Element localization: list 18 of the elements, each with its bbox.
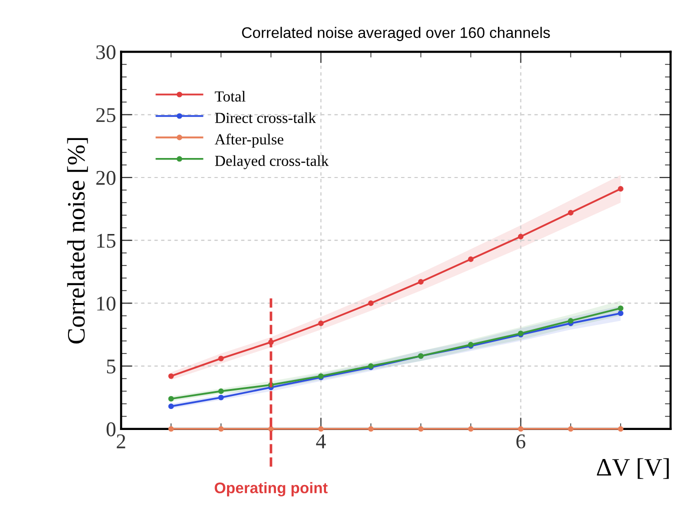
y-tick-label: 30 bbox=[96, 45, 116, 60]
x-tick-label: 2 bbox=[116, 434, 126, 448]
x-tick-label: 4 bbox=[316, 434, 326, 448]
y-tick-label: 10 bbox=[97, 296, 116, 311]
ref-line-label: Operating point bbox=[214, 482, 328, 496]
legend-label: Delayed cross-talk bbox=[215, 155, 329, 170]
y-tick-label: 0 bbox=[106, 422, 116, 436]
legend-label: Direct cross-talk bbox=[215, 112, 316, 124]
y-axis-title: Correlated noise [%] bbox=[67, 138, 88, 344]
chart-title: Correlated noise averaged over 160 channels bbox=[242, 26, 550, 42]
y-tick-label: 25 bbox=[96, 108, 116, 122]
x-axis-title: ΔV [V] bbox=[596, 458, 669, 479]
y-tick-label: 5 bbox=[107, 360, 116, 374]
legend-label: After-pulse bbox=[214, 134, 284, 148]
y-tick-label: 15 bbox=[97, 234, 116, 248]
y-tick-label: 20 bbox=[96, 170, 116, 185]
x-tick-label: 6 bbox=[516, 434, 526, 448]
legend-label: Total bbox=[214, 90, 246, 102]
